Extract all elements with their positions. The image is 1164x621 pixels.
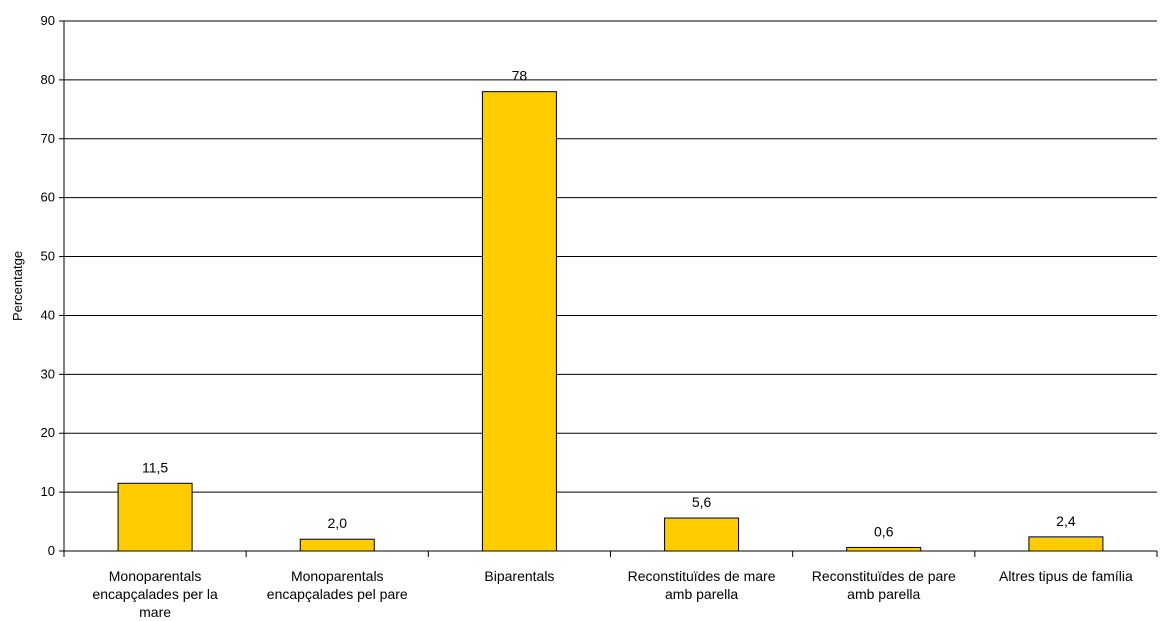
y-tick-label: 60 [41, 190, 55, 205]
bar [481, 91, 557, 552]
y-tick-label: 40 [41, 307, 55, 322]
y-axis-title: Percentatge [10, 251, 25, 321]
data-label: 2,4 [1056, 513, 1076, 529]
category-label: Reconstituïdes de mare amb parella [628, 568, 776, 602]
category-label-line: Reconstituïdes de mare [628, 568, 776, 584]
category-label-line: Altres tipus de família [999, 568, 1133, 584]
bar [664, 517, 740, 552]
data-label: 5,6 [692, 494, 712, 510]
axes [59, 20, 1158, 557]
category-label: Monoparentals encapçalades pel pare [267, 568, 408, 602]
y-tick-label: 0 [48, 543, 55, 558]
bar [846, 546, 922, 552]
category-label-line: encapçalades per la [92, 586, 218, 602]
category-label-line: Monoparentals [291, 568, 384, 584]
y-tick-label: 30 [41, 366, 55, 381]
data-label: 78 [512, 68, 528, 84]
category-label: Monoparentals encapçalades per la mare [92, 568, 218, 620]
y-tick-label: 20 [41, 425, 55, 440]
bar [299, 538, 375, 552]
y-tick-label: 10 [41, 484, 55, 499]
y-tick-label: 80 [41, 72, 55, 87]
category-label-line: Biparentals [484, 568, 554, 584]
bars [117, 91, 1104, 552]
y-tick-label: 90 [41, 13, 55, 28]
category-label: Biparentals [484, 568, 554, 584]
y-tick-label: 70 [41, 131, 55, 146]
category-label: Reconstituïdes de pare amb parella [812, 568, 956, 602]
y-tick-labels: 0 10 20 30 40 50 60 70 80 90 [41, 13, 55, 558]
category-label: Altres tipus de família [999, 568, 1133, 584]
category-label-line: amb parella [665, 586, 738, 602]
category-label-line: encapçalades pel pare [267, 586, 408, 602]
data-label: 2,0 [328, 515, 348, 531]
bar [1028, 536, 1104, 552]
data-label: 11,5 [142, 459, 168, 475]
grid-lines [64, 20, 1157, 493]
bar [117, 482, 193, 552]
category-labels: Monoparentals encapçalades per la mareMono… [92, 568, 1133, 620]
category-label-line: mare [139, 604, 171, 620]
category-label-line: amb parella [847, 586, 920, 602]
category-label-line: Reconstituïdes de pare [812, 568, 956, 584]
y-tick-label: 50 [41, 249, 55, 264]
data-label: 0,6 [874, 523, 894, 539]
category-label-line: Monoparentals [109, 568, 202, 584]
data-labels: 11,5 2,0 78 5,6 0,6 2,4 [142, 68, 1076, 540]
